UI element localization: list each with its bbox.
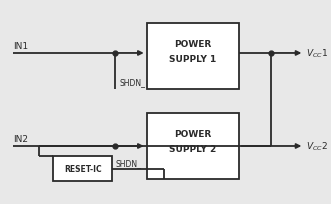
Text: POWER: POWER: [174, 40, 211, 49]
Text: RESET-IC: RESET-IC: [64, 164, 101, 173]
Text: IN2: IN2: [13, 135, 28, 144]
Text: SHDN_: SHDN_: [116, 158, 141, 167]
Text: $V_{CC}$2: $V_{CC}$2: [306, 140, 328, 153]
Text: IN1: IN1: [13, 42, 28, 51]
FancyBboxPatch shape: [53, 156, 112, 182]
Text: POWER: POWER: [174, 130, 211, 139]
FancyBboxPatch shape: [147, 23, 239, 90]
FancyBboxPatch shape: [147, 113, 239, 180]
Text: $V_{CC}$1: $V_{CC}$1: [306, 48, 328, 60]
Text: SUPPLY 1: SUPPLY 1: [169, 54, 216, 63]
Text: SHDN_: SHDN_: [119, 78, 145, 87]
Text: SUPPLY 2: SUPPLY 2: [169, 144, 216, 153]
